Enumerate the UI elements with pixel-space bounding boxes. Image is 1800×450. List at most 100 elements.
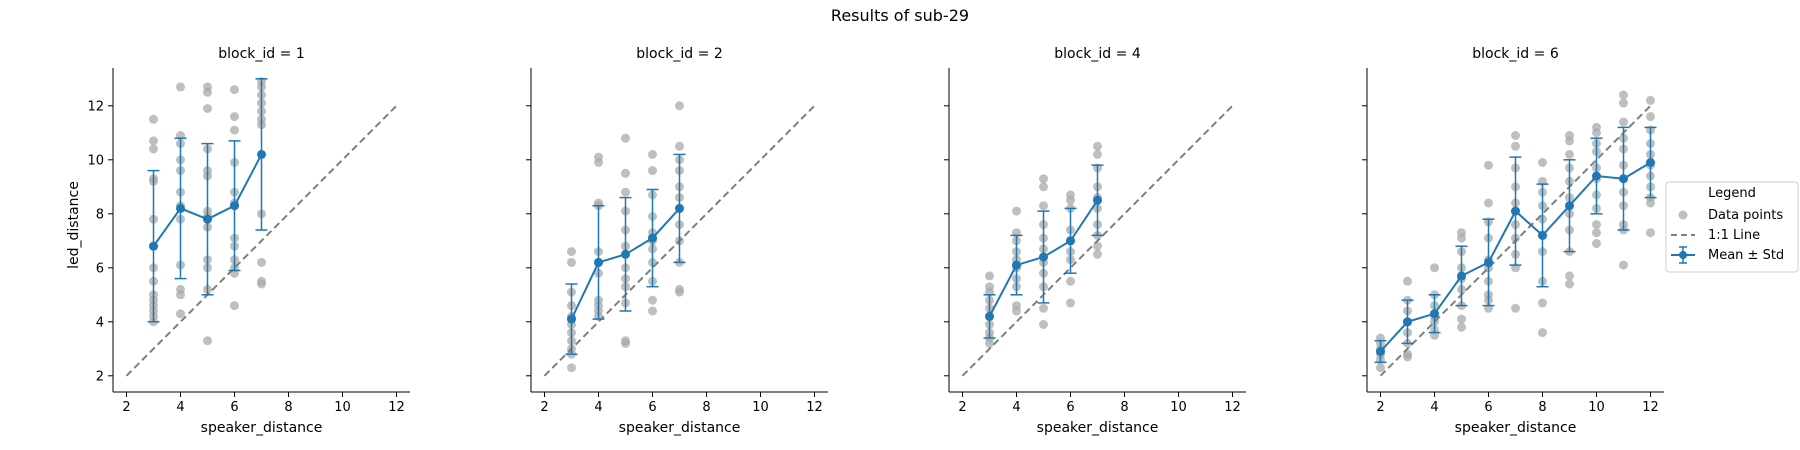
data-point [1039, 182, 1048, 192]
data-point [1457, 314, 1466, 324]
data-point [985, 271, 994, 281]
x-tick-label: 12 [806, 400, 823, 415]
mean-marker [176, 203, 185, 213]
data-point [1403, 352, 1412, 362]
data-point [257, 279, 266, 289]
mean-markers [1376, 158, 1655, 356]
panel-block-4: block_id = 6 2 4 6 8 10 12 speaker_distance [1362, 46, 1664, 436]
x-tick-label: 6 [1066, 400, 1074, 415]
data-point [1039, 174, 1048, 184]
mean-markers [567, 203, 684, 324]
x-tick-label: 6 [1484, 400, 1492, 415]
identity-line [125, 105, 398, 377]
mean-marker [985, 311, 994, 321]
data-point [1592, 239, 1601, 248]
data-point [621, 338, 630, 348]
data-point [1039, 320, 1048, 329]
y-tick-label: 10 [87, 153, 104, 168]
figure-title: Results of sub-29 [831, 6, 969, 25]
data-point [567, 363, 576, 373]
data-point [1538, 158, 1547, 167]
panel-block-3: block_id = 4 2 4 6 8 10 12 speaker_distance [944, 46, 1246, 436]
legend-frame [1665, 181, 1799, 273]
data-point [1376, 363, 1385, 373]
data-point [176, 82, 185, 92]
y-tick-label: 6 [96, 261, 104, 276]
x-axis-title: speaker_distance [619, 420, 741, 436]
mean-marker [1403, 317, 1412, 327]
panel-block-1: block_id = 1 2 4 6 8 10 12 2 4 6 8 10 12 speaker_dist… [87, 46, 410, 436]
data-point [1457, 322, 1466, 332]
legend-mean-std-label: Mean ± Std [1708, 248, 1784, 263]
legend-data-points-label: Data points [1708, 208, 1783, 223]
error-bars [1374, 126, 1657, 364]
data-point [985, 338, 994, 348]
data-point [1538, 298, 1547, 308]
legend-title: Legend [1708, 186, 1756, 201]
data-point [230, 301, 239, 311]
data-point [1646, 112, 1655, 122]
x-tick-label: 12 [1642, 400, 1659, 415]
data-point [594, 158, 603, 167]
mean-marker [1619, 174, 1628, 184]
x-tick-label: 4 [1430, 400, 1438, 415]
data-point [1565, 149, 1574, 159]
data-point [648, 149, 657, 159]
data-point [1093, 141, 1102, 151]
data-point [1538, 328, 1547, 338]
mean-marker [149, 241, 158, 251]
x-tick-label: 2 [1376, 400, 1384, 415]
x-axis-title: speaker_distance [201, 420, 323, 436]
data-point [1511, 303, 1520, 313]
data-point [149, 136, 158, 146]
data-point [648, 295, 657, 305]
mean-marker [1538, 230, 1547, 240]
data-point [149, 144, 158, 154]
data-point [1511, 141, 1520, 151]
mean-marker [1646, 158, 1655, 167]
data-point [1066, 298, 1075, 308]
data-point [621, 187, 630, 197]
panel-title: block_id = 6 [1472, 46, 1559, 62]
data-point [230, 85, 239, 95]
data-point [675, 101, 684, 111]
mean-marker [594, 257, 603, 267]
mean-marker [1430, 309, 1439, 319]
data-point [1403, 276, 1412, 286]
mean-marker [1066, 236, 1075, 246]
y-tick-label: 8 [96, 207, 104, 222]
data-point [567, 257, 576, 267]
data-point [203, 336, 212, 346]
data-point [621, 133, 630, 143]
mean-markers [149, 149, 266, 251]
mean-marker [203, 214, 212, 224]
data-point [230, 125, 239, 135]
mean-marker [1484, 257, 1493, 267]
legend-data-points-marker [1678, 210, 1688, 220]
x-tick-label: 4 [176, 400, 184, 415]
x-tick-label: 10 [1170, 400, 1187, 415]
mean-marker [648, 233, 657, 243]
data-point [567, 247, 576, 257]
x-axis-title: speaker_distance [1455, 420, 1577, 436]
x-tick-label: 8 [1120, 400, 1128, 415]
data-point [1619, 260, 1628, 270]
data-point [1565, 271, 1574, 281]
x-tick-label: 2 [958, 400, 966, 415]
data-point [621, 168, 630, 178]
data-point [1012, 206, 1021, 216]
x-tick-label: 10 [1588, 400, 1605, 415]
data-point [1619, 117, 1628, 127]
y-axis-title: led_distance [66, 181, 82, 269]
error-bars [565, 153, 686, 355]
x-tick-label: 4 [594, 400, 602, 415]
x-tick-label: 10 [752, 400, 769, 415]
data-point [1066, 276, 1075, 286]
x-axis-title: speaker_distance [1037, 420, 1159, 436]
mean-marker [1457, 271, 1466, 281]
y-tick-label: 4 [96, 315, 104, 330]
data-point [203, 87, 212, 97]
x-tick-label: 2 [540, 400, 548, 415]
